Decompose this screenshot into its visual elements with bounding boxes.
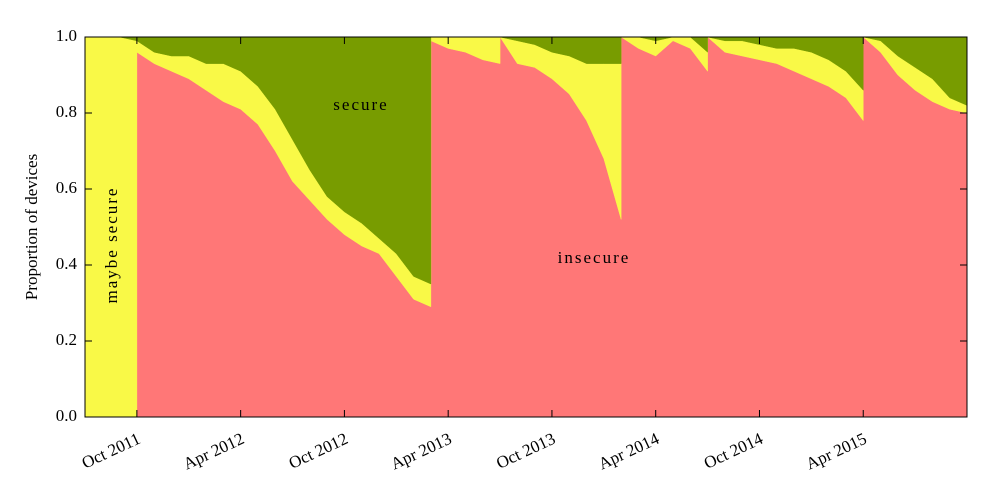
y-axis-label: Proportion of devices	[22, 154, 41, 300]
x-tick-label: Oct 2013	[493, 429, 558, 473]
series-label: secure	[333, 95, 388, 114]
plot-frame	[84, 36, 968, 418]
x-tick-label: Apr 2012	[180, 429, 247, 474]
x-tick-label: Oct 2011	[79, 429, 143, 472]
y-tick-label: 0.0	[56, 406, 77, 425]
y-tick-label: 1.0	[56, 26, 77, 45]
x-tick-label: Apr 2014	[595, 429, 662, 474]
x-tick-label: Apr 2015	[803, 429, 870, 474]
x-tick-label: Apr 2013	[388, 429, 455, 474]
y-tick-label: 0.8	[56, 102, 77, 121]
x-tick-label: Oct 2012	[286, 429, 351, 473]
x-tick-label: Oct 2014	[701, 429, 766, 473]
series-label: maybe secure	[102, 187, 121, 304]
y-tick-label: 0.4	[56, 254, 78, 273]
y-tick-label: 0.6	[56, 178, 77, 197]
series-label: insecure	[558, 248, 631, 267]
y-tick-label: 0.2	[56, 330, 77, 349]
